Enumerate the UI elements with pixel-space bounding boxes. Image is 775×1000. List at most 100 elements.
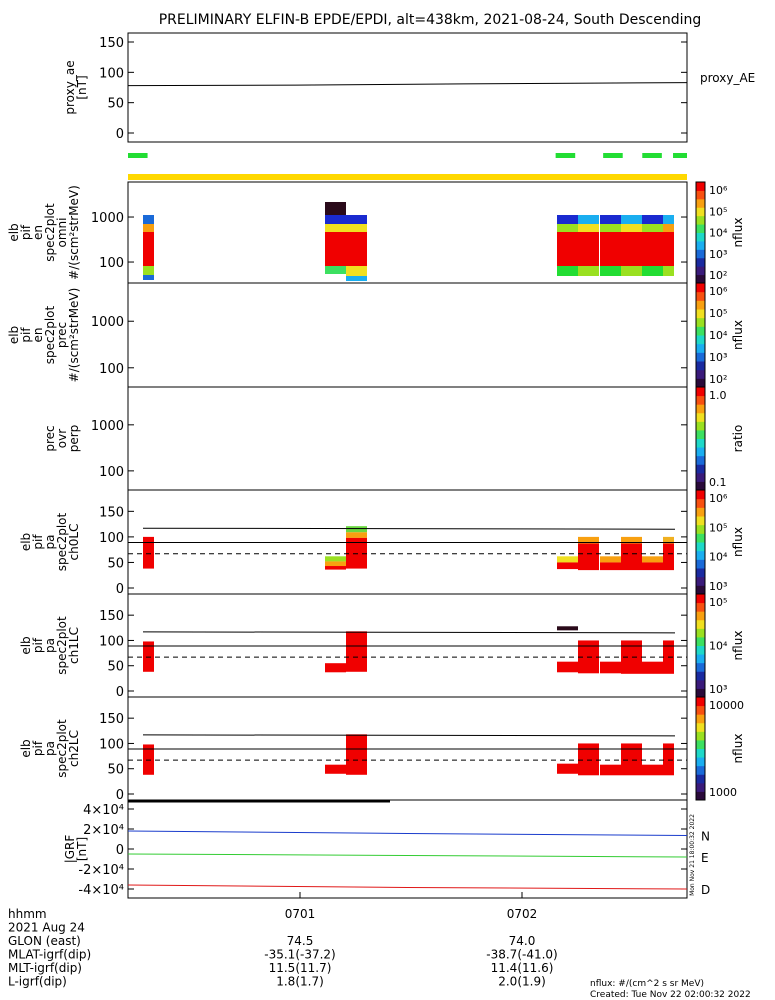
ch2lc-colorbar-cell	[696, 787, 705, 791]
ch1lc-colorbar-cell	[696, 614, 705, 617]
ch1lc-colorbar-cell	[696, 621, 705, 624]
ch0lc-colorbar-cell	[696, 552, 705, 555]
ch1lc-ylabel: ch1LC	[67, 627, 81, 664]
omni-colorbar-cell	[696, 254, 705, 257]
prec-colorbar-label: nflux	[731, 320, 745, 350]
prec-colorbar-cell	[696, 333, 705, 336]
ratio-colorbar-cell	[696, 479, 705, 482]
ch2lc-colorbar-cell	[696, 770, 705, 774]
ratio-colorbar-cell	[696, 453, 705, 457]
omni-colorbar-cell	[696, 207, 705, 210]
ch0lc-colorbar-tick: 10³	[709, 580, 727, 593]
ch1lc-cell	[642, 661, 663, 674]
ch2lc-colorbar-cell	[696, 733, 705, 736]
ch0lc-colorbar-cell	[696, 576, 705, 579]
ch2lc-colorbar-cell	[696, 729, 705, 732]
proxy-ae-tick-label: 100	[99, 66, 124, 81]
ch0lc-colorbar-cell	[696, 538, 705, 541]
ratio-colorbar-cell	[696, 450, 705, 453]
ratio-colorbar-cell	[696, 390, 705, 393]
omni-colorbar-cell	[696, 224, 705, 227]
ch1lc-colorbar-tick: 10³	[709, 683, 727, 696]
ratio-colorbar-cell	[696, 424, 705, 427]
ratio-colorbar-cell	[696, 411, 705, 414]
ratio-colorbar-cell	[696, 481, 705, 484]
ratio-colorbar-cell	[696, 402, 705, 405]
ch2lc-colorbar-cell	[696, 755, 705, 758]
ch1lc-colorbar-cell	[696, 672, 705, 676]
ratio-colorbar-label: ratio	[731, 425, 745, 453]
ch0lc-colorbar-cell	[696, 574, 705, 578]
ch1lc-cell	[346, 631, 367, 672]
ratio-colorbar-cell	[696, 441, 705, 445]
omni-colorbar-cell	[696, 195, 705, 198]
proxy-ae-line	[127, 82, 688, 87]
ratio-colorbar-cell	[696, 414, 705, 417]
omni-colorbar-cell	[696, 217, 705, 220]
ch0lc-cell	[325, 556, 346, 562]
ch2lc-cell	[143, 744, 154, 775]
omni-colorbar-cell	[696, 219, 705, 222]
footer-col1-value: 11.5(11.7)	[269, 961, 332, 975]
ch1lc-colorbar-label: nflux	[731, 631, 745, 661]
ratio-colorbar-cell	[696, 459, 705, 462]
ch2lc-colorbar-cell	[696, 702, 705, 705]
ch2lc-cell	[663, 743, 674, 776]
ch0lc-colorbar-tick: 10⁶	[709, 492, 728, 505]
ch2lc-colorbar-cell	[696, 798, 705, 801]
omni-colorbar-cell	[696, 279, 705, 282]
ch1lc-cell	[143, 641, 154, 672]
ch0lc-frame	[127, 489, 688, 595]
ratio-colorbar-cell	[696, 399, 705, 402]
ch0lc-colorbar-cell	[696, 555, 705, 559]
status-green-segment	[603, 153, 623, 158]
omni-colorbar-cell	[696, 256, 705, 259]
prec-colorbar-cell	[696, 289, 705, 293]
ch2lc-colorbar-cell	[696, 750, 705, 753]
ch2lc-colorbar-cell	[696, 741, 705, 744]
ch0lc-colorbar-cell	[696, 585, 705, 588]
ch1lc-cell	[621, 640, 642, 674]
proxy-ae-tick-label: 150	[99, 36, 124, 51]
ch2lc-ylabel: ch2LC	[67, 730, 81, 767]
ch2lc-colorbar-cell	[696, 719, 705, 722]
ch1lc-line-upper	[142, 631, 676, 634]
ch2lc-colorbar-cell	[696, 712, 705, 715]
omni-colorbar-cell	[696, 227, 705, 230]
ratio-colorbar-cell	[696, 465, 705, 469]
omni-cell	[663, 215, 674, 224]
ch0lc-tick-label: 100	[99, 531, 124, 546]
omni-tick-label: 100	[99, 256, 124, 271]
footer-col2-value: -38.7(-41.0)	[486, 948, 557, 962]
ch2lc-colorbar-cell	[696, 774, 705, 777]
ch1lc-colorbar-cell	[696, 645, 705, 648]
ch1lc-colorbar-cell	[696, 600, 705, 604]
footer-row-label: L-igrf(dip)	[8, 975, 67, 989]
ch1lc-ylabel: elb	[19, 636, 33, 654]
ratio-colorbar-cell	[696, 387, 705, 390]
proxy-ae-frame	[127, 32, 688, 143]
omni-colorbar-cell	[696, 198, 705, 202]
omni-cell	[642, 266, 663, 276]
footer-col1-value: 1.8(1.7)	[276, 975, 324, 989]
omni-colorbar-cell	[696, 267, 705, 271]
omni-colorbar-cell	[696, 215, 705, 218]
ch0lc-colorbar-cell	[696, 519, 705, 522]
omni-cell	[143, 224, 154, 232]
ch1lc-ylabel: pif	[31, 637, 45, 653]
ch0lc-colorbar-cell	[696, 568, 705, 571]
omni-colorbar-cell	[696, 251, 705, 254]
ch1lc-colorbar-cell	[696, 595, 705, 598]
ch0lc-colorbar-cell	[696, 503, 705, 507]
ch2lc-colorbar-cell	[696, 791, 705, 794]
ratio-colorbar-cell	[696, 469, 705, 472]
footer-col1-value: 74.5	[287, 934, 314, 948]
ch0lc-colorbar-label: nflux	[731, 527, 745, 557]
ch2lc-cell	[578, 743, 599, 776]
ch1lc-colorbar-cell	[696, 633, 705, 636]
ch0lc-cell	[621, 543, 642, 571]
ch2lc-colorbar-cell	[696, 753, 705, 756]
ch1lc-colorbar-cell	[696, 662, 705, 665]
